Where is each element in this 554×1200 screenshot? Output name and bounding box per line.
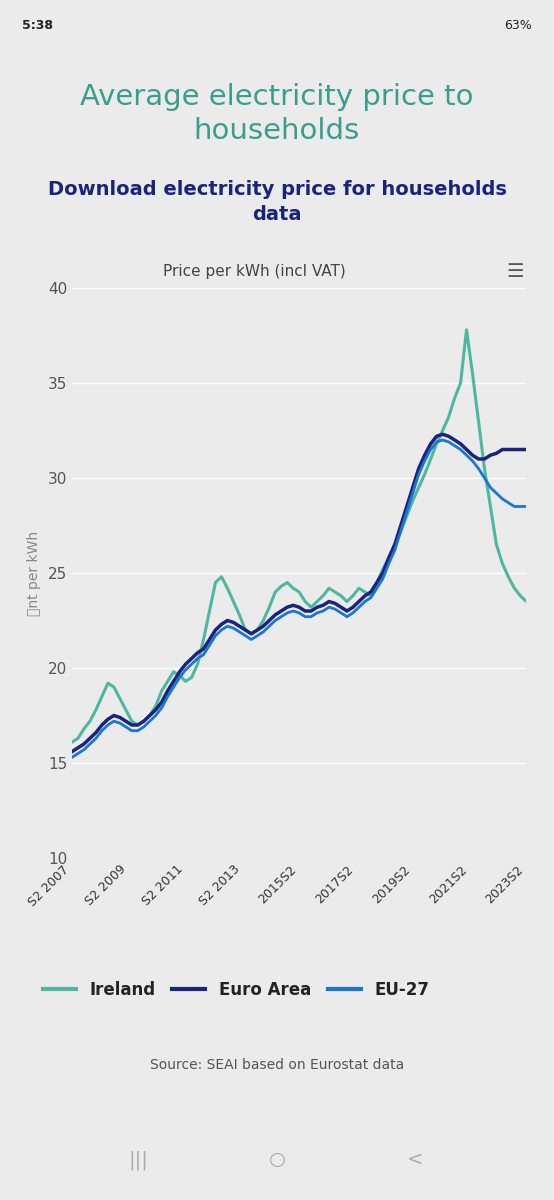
Text: 5:38: 5:38 [22, 19, 53, 31]
Text: ○: ○ [269, 1151, 285, 1169]
Text: Download electricity price for households
data: Download electricity price for household… [48, 180, 506, 223]
Text: |||: ||| [129, 1150, 148, 1170]
Text: ☰: ☰ [506, 262, 524, 281]
Text: Price per kWh (incl VAT): Price per kWh (incl VAT) [163, 264, 346, 278]
Text: <: < [407, 1151, 424, 1169]
Text: Source: SEAI based on Eurostat data: Source: SEAI based on Eurostat data [150, 1058, 404, 1073]
Legend: Ireland, Euro Area, EU-27: Ireland, Euro Area, EU-27 [36, 974, 436, 1006]
Y-axis label: ⃎nt per kWh: ⃎nt per kWh [27, 530, 41, 616]
Text: 63%: 63% [504, 19, 532, 31]
Text: Average electricity price to
households: Average electricity price to households [80, 83, 474, 145]
